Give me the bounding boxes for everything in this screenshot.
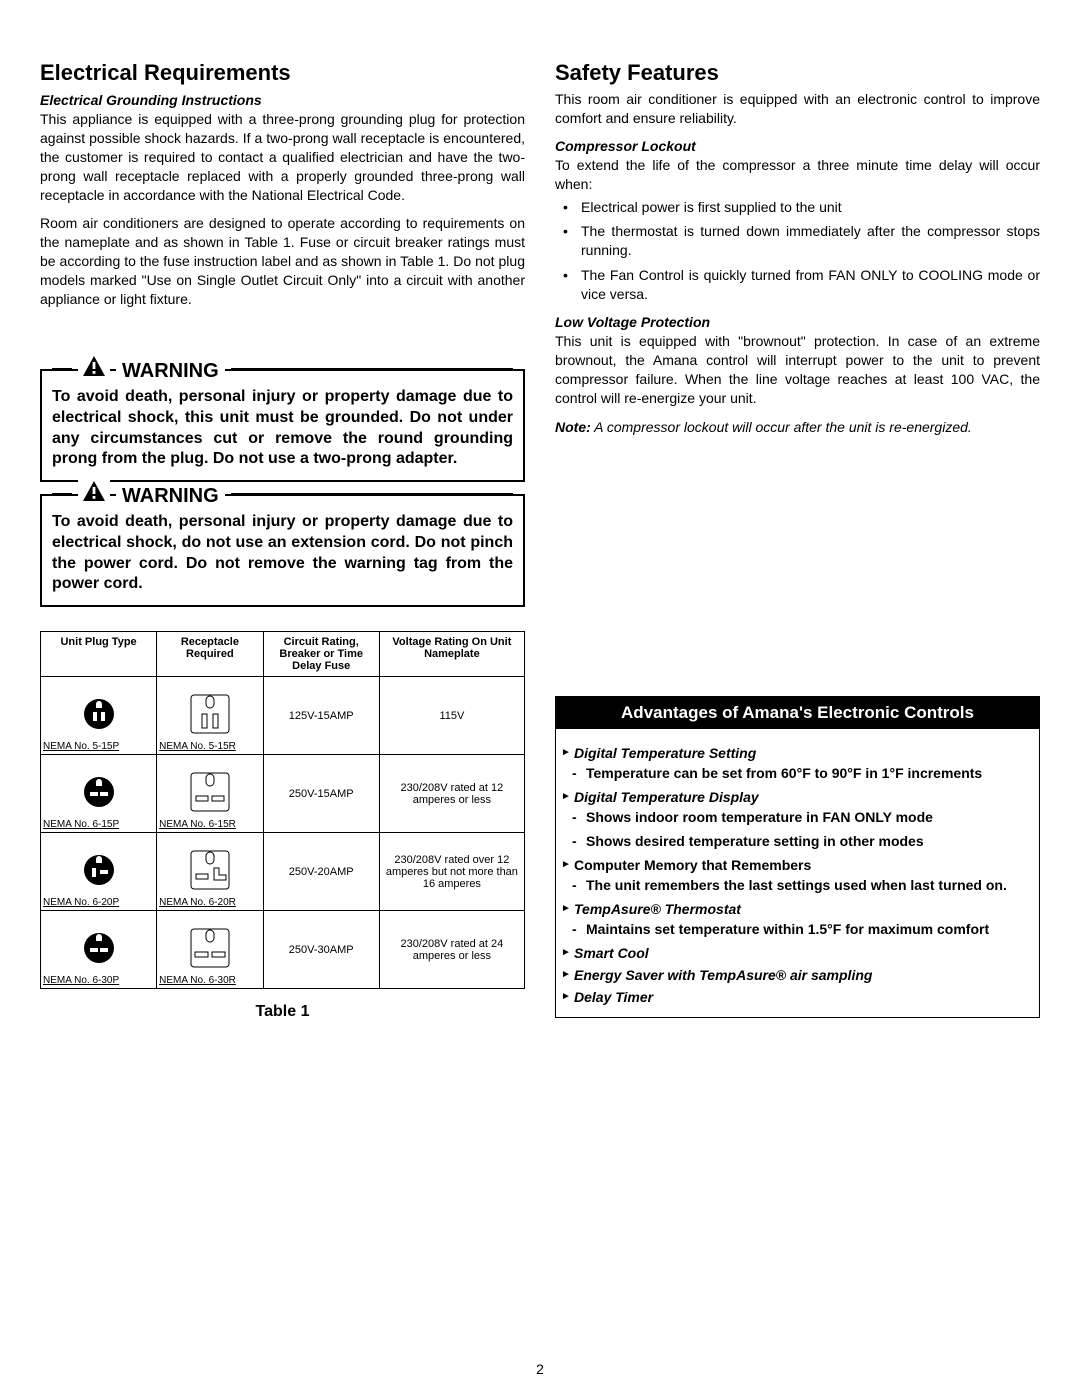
nema-label: NEMA No. 6-15P	[43, 819, 119, 830]
advantage-point: Shows indoor room temperature in FAN ONL…	[586, 809, 1031, 825]
compressor-lockout-heading: Compressor Lockout	[555, 138, 1040, 154]
compressor-bullets: Electrical power is first supplied to th…	[555, 198, 1040, 304]
circuit-cell: 125V-15AMP	[263, 677, 379, 755]
nema-label: NEMA No. 6-30P	[43, 975, 119, 986]
table-header: Unit Plug Type	[41, 632, 157, 677]
receptacle-icon	[188, 770, 232, 817]
plug-icon	[79, 772, 119, 815]
nema-label: NEMA No. 6-30R	[159, 975, 236, 986]
warning-icon	[78, 480, 110, 502]
page-number: 2	[0, 1361, 1080, 1377]
table-row: NEMA No. 6-30P NEMA No. 6-30R 250V-30AMP23…	[41, 911, 525, 989]
right-column: Safety Features This room air conditione…	[555, 60, 1040, 1021]
nema-label: NEMA No. 6-20P	[43, 897, 119, 908]
low-voltage-heading: Low Voltage Protection	[555, 314, 1040, 330]
note-text: A compressor lockout will occur after th…	[591, 419, 972, 435]
plug-cell: NEMA No. 6-15P	[41, 755, 157, 833]
compressor-intro: To extend the life of the compressor a t…	[555, 156, 1040, 194]
list-item: The thermostat is turned down immediatel…	[581, 222, 1040, 260]
plug-icon	[79, 850, 119, 893]
plug-icon	[79, 928, 119, 971]
warning-label: WARNING	[116, 485, 225, 508]
advantage-topic: Energy Saver with TempAsure® air samplin…	[564, 967, 1031, 983]
warning-box-2: WARNING To avoid death, personal injury …	[40, 494, 525, 607]
advantage-point: The unit remembers the last settings use…	[586, 877, 1031, 893]
advantage-topic: Smart Cool	[564, 945, 1031, 961]
advantage-point: Temperature can be set from 60°F to 90°F…	[586, 765, 1031, 781]
circuit-cell: 250V-20AMP	[263, 833, 379, 911]
warning-box-1: WARNING To avoid death, personal injury …	[40, 369, 525, 482]
grounding-heading: Electrical Grounding Instructions	[40, 92, 525, 108]
receptacle-cell: NEMA No. 6-15R	[157, 755, 263, 833]
nema-label: NEMA No. 6-20R	[159, 897, 236, 908]
table-header: Receptacle Required	[157, 632, 263, 677]
table-header: Circuit Rating, Breaker or Time Delay Fu…	[263, 632, 379, 677]
receptacle-cell: NEMA No. 6-30R	[157, 911, 263, 989]
voltage-cell: 115V	[379, 677, 524, 755]
receptacle-cell: NEMA No. 6-20R	[157, 833, 263, 911]
table-caption: Table 1	[40, 1003, 525, 1021]
warning-text-2: To avoid death, personal injury or prope…	[52, 512, 513, 595]
advantage-topic: Digital Temperature Display	[564, 789, 1031, 805]
table-header: Voltage Rating On Unit Nameplate	[379, 632, 524, 677]
table-row: NEMA No. 6-20P NEMA No. 6-20R 250V-20AMP23…	[41, 833, 525, 911]
voltage-cell: 230/208V rated at 24 amperes or less	[379, 911, 524, 989]
plug-cell: NEMA No. 6-20P	[41, 833, 157, 911]
advantages-body: Digital Temperature Setting Temperature c…	[556, 729, 1039, 1017]
receptacle-icon	[188, 848, 232, 895]
spec-table: Unit Plug Type Receptacle Required Circu…	[40, 631, 525, 989]
voltage-cell: 230/208V rated at 12 amperes or less	[379, 755, 524, 833]
note-label: Note:	[555, 419, 591, 435]
advantage-topic: Computer Memory that Remembers	[564, 857, 1031, 873]
low-voltage-body: This unit is equipped with "brownout" pr…	[555, 332, 1040, 408]
plug-cell: NEMA No. 6-30P	[41, 911, 157, 989]
advantage-topic: Digital Temperature Setting	[564, 745, 1031, 761]
table-row: NEMA No. 6-15P NEMA No. 6-15R 250V-15AMP23…	[41, 755, 525, 833]
note: Note: A compressor lockout will occur af…	[555, 418, 1040, 437]
nema-label: NEMA No. 5-15P	[43, 741, 119, 752]
receptacle-cell: NEMA No. 5-15R	[157, 677, 263, 755]
safety-features-title: Safety Features	[555, 60, 1040, 86]
advantage-topic: TempAsure® Thermostat	[564, 901, 1031, 917]
warning-icon	[78, 355, 110, 377]
warning-label: WARNING	[116, 360, 225, 383]
safety-intro: This room air conditioner is equipped wi…	[555, 90, 1040, 128]
receptacle-icon	[188, 926, 232, 973]
warning-text-1: To avoid death, personal injury or prope…	[52, 387, 513, 470]
list-item: The Fan Control is quickly turned from F…	[581, 266, 1040, 304]
table-row: NEMA No. 5-15P NEMA No. 5-15R 125V-15AMP11…	[41, 677, 525, 755]
voltage-cell: 230/208V rated over 12 amperes but not m…	[379, 833, 524, 911]
circuit-cell: 250V-30AMP	[263, 911, 379, 989]
advantages-box: Advantages of Amana's Electronic Control…	[555, 696, 1040, 1018]
grounding-paragraph-1: This appliance is equipped with a three-…	[40, 110, 525, 204]
list-item: Electrical power is first supplied to th…	[581, 198, 1040, 217]
advantage-point: Shows desired temperature setting in oth…	[586, 833, 1031, 849]
grounding-paragraph-2: Room air conditioners are designed to op…	[40, 214, 525, 308]
advantages-header: Advantages of Amana's Electronic Control…	[556, 697, 1039, 729]
nema-label: NEMA No. 6-15R	[159, 819, 236, 830]
advantage-point: Maintains set temperature within 1.5°F f…	[586, 921, 1031, 937]
left-column: Electrical Requirements Electrical Groun…	[40, 60, 525, 1021]
circuit-cell: 250V-15AMP	[263, 755, 379, 833]
nema-label: NEMA No. 5-15R	[159, 741, 236, 752]
advantage-topic: Delay Timer	[564, 989, 1031, 1005]
plug-icon	[79, 694, 119, 737]
receptacle-icon	[188, 692, 232, 739]
plug-cell: NEMA No. 5-15P	[41, 677, 157, 755]
electrical-requirements-title: Electrical Requirements	[40, 60, 525, 86]
